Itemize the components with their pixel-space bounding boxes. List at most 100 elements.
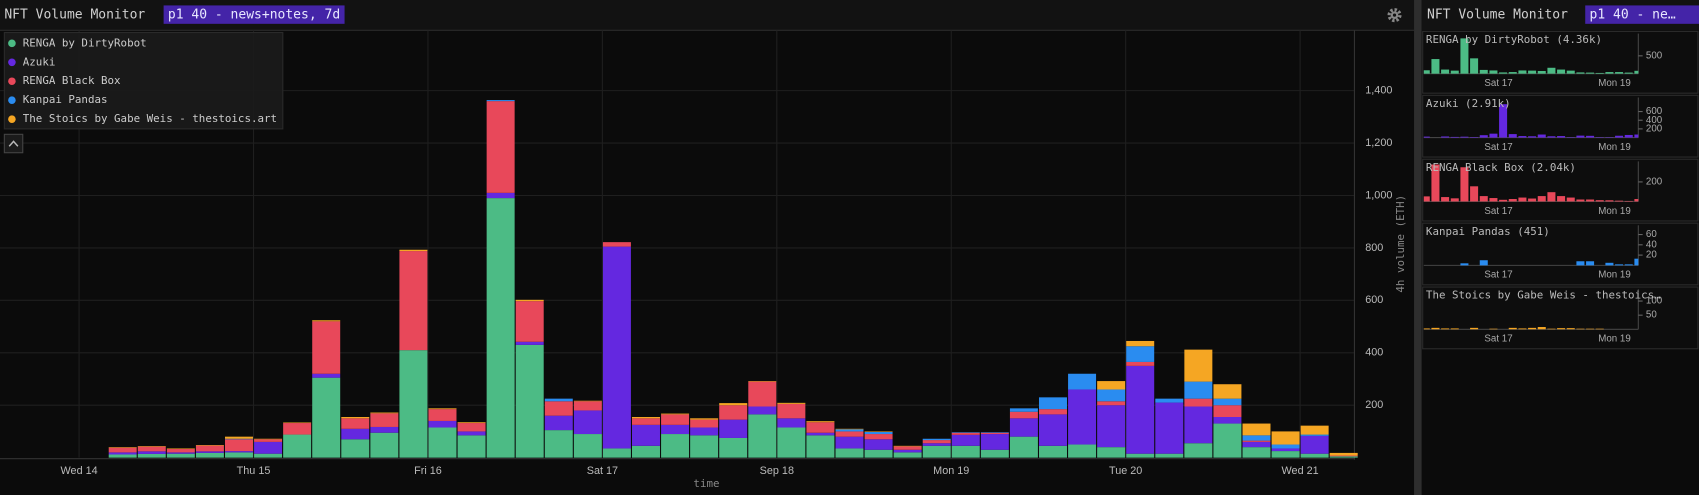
bar-segment[interactable] [719,403,748,406]
bar-segment[interactable] [283,434,312,458]
bar-segment[interactable] [922,440,951,444]
bar-segment[interactable] [1184,398,1213,407]
bar-segment[interactable] [515,341,544,345]
query-text[interactable]: p1 40 - news+notes, 7d [168,8,340,23]
bar-segment[interactable] [661,414,690,425]
bar-segment[interactable] [1068,444,1097,458]
bar-segment[interactable] [108,452,137,455]
mini-bar[interactable] [1441,328,1450,330]
bar-segment[interactable] [166,448,195,449]
bar-segment[interactable] [980,449,1009,458]
bar-segment[interactable] [428,408,457,410]
bar-segment[interactable] [254,453,283,458]
mini-bar[interactable] [1508,199,1517,202]
splitter[interactable] [1414,0,1422,495]
mini-bar[interactable] [1499,199,1508,202]
bar-segment[interactable] [283,423,312,435]
bar-segment[interactable] [254,439,283,442]
bar-segment[interactable] [893,449,922,453]
bar-segment[interactable] [137,446,166,452]
bar-segment[interactable] [602,242,631,247]
mini-bar[interactable] [1508,134,1517,138]
bar-segment[interactable] [661,434,690,458]
bar-segment[interactable] [1126,340,1155,347]
settings-button[interactable] [1387,8,1402,23]
bar-segment[interactable] [1300,434,1329,436]
collapse-icon[interactable] [8,140,19,147]
bar-segment[interactable] [1126,346,1155,362]
mini-bar[interactable] [1557,69,1566,74]
bar-segment[interactable] [166,453,195,458]
bar-segment[interactable] [457,422,486,424]
bar-segment[interactable] [777,418,806,428]
bar-segment[interactable] [1184,349,1213,382]
mini-bar[interactable] [1499,104,1508,138]
bar-segment[interactable] [457,423,486,432]
mini-bar[interactable] [1431,327,1440,330]
mini-bar[interactable] [1441,197,1450,202]
mini-bar[interactable] [1634,70,1642,74]
bar-segment[interactable] [1213,398,1242,406]
mini-bar[interactable] [1470,137,1479,138]
mini-bar[interactable] [1537,70,1546,74]
mini-bar[interactable] [1605,262,1614,266]
bar-segment[interactable] [370,413,399,427]
mini-bar[interactable] [1450,328,1459,330]
bar-segment[interactable] [1097,381,1126,390]
bar-segment[interactable] [254,438,283,440]
mini-bar[interactable] [1634,199,1642,202]
mini-bar[interactable] [1586,261,1595,266]
mini-bar[interactable] [1586,199,1595,202]
mini-bar[interactable] [1615,72,1624,74]
mini-bar[interactable] [1528,136,1537,138]
bar-segment[interactable] [1068,389,1097,445]
bar-segment[interactable] [1184,381,1213,399]
gear-teeth[interactable] [1387,8,1402,23]
bar-segment[interactable] [690,435,719,458]
side-badge[interactable] [1585,5,1699,24]
mini-bar[interactable] [1518,328,1527,330]
mini-bar[interactable] [1431,164,1440,202]
bar-segment[interactable] [515,299,544,302]
bar-segment[interactable] [544,415,573,431]
mini-bar[interactable] [1518,136,1527,138]
bar-segment[interactable] [631,445,660,458]
mini-bar[interactable] [1537,327,1546,330]
side-badge-text[interactable]: p1 40 - ne… [1590,8,1676,23]
bar-segment[interactable] [864,449,893,458]
query-badge[interactable] [163,5,345,24]
bar-segment[interactable] [602,448,631,458]
bar-segment[interactable] [777,427,806,458]
bar-segment[interactable] [108,447,137,448]
mini-bar[interactable] [1576,135,1585,138]
bar-segment[interactable] [108,454,137,458]
bar-segment[interactable] [1271,444,1300,449]
bar-segment[interactable] [980,432,1009,433]
mini-bar[interactable] [1460,136,1469,138]
bar-segment[interactable] [486,198,515,458]
bar-segment[interactable] [1242,441,1271,448]
mini-bar[interactable] [1422,136,1430,138]
bar-segment[interactable] [1155,453,1184,458]
mini-bar[interactable] [1615,264,1624,266]
bar-segment[interactable] [806,432,835,436]
mini-bar[interactable] [1470,58,1479,74]
bar-segment[interactable] [224,436,253,439]
mini-bar[interactable] [1634,258,1642,266]
bar-segment[interactable] [1009,408,1038,412]
bar-segment[interactable] [806,422,835,433]
bar-segment[interactable] [1126,365,1155,454]
bar-segment[interactable] [573,401,602,411]
mini-bar[interactable] [1460,167,1469,202]
bar-segment[interactable] [631,416,660,419]
mini-bar[interactable] [1470,186,1479,202]
bar-segment[interactable] [1039,397,1067,410]
bar-segment[interactable] [1213,384,1242,399]
bar-segment[interactable] [1213,416,1242,424]
bar-segment[interactable] [515,301,544,342]
bar-segment[interactable] [428,420,457,428]
mini-bar[interactable] [1479,196,1488,202]
bar-segment[interactable] [1126,361,1155,366]
bar-segment[interactable] [1213,423,1242,458]
collapse-button[interactable] [3,133,24,154]
